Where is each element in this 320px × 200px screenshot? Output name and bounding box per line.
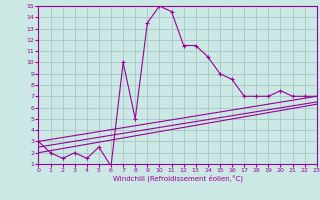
X-axis label: Windchill (Refroidissement éolien,°C): Windchill (Refroidissement éolien,°C) — [113, 175, 243, 182]
